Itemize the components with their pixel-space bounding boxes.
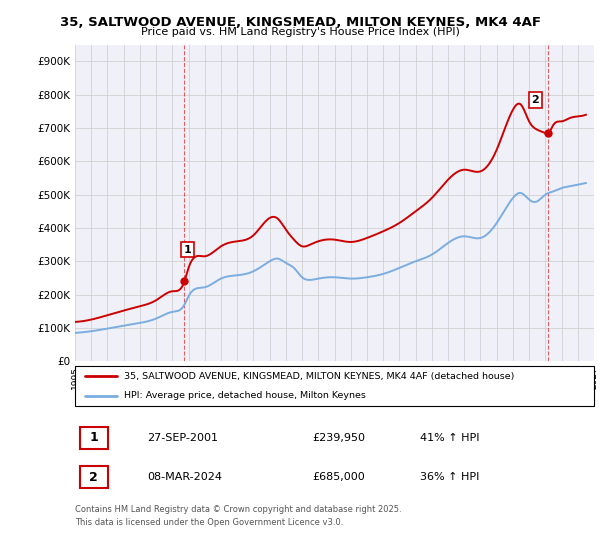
- Text: £685,000: £685,000: [312, 472, 365, 482]
- Text: Price paid vs. HM Land Registry's House Price Index (HPI): Price paid vs. HM Land Registry's House …: [140, 27, 460, 37]
- Text: 2: 2: [89, 470, 98, 484]
- FancyBboxPatch shape: [80, 427, 107, 449]
- Text: 36% ↑ HPI: 36% ↑ HPI: [420, 472, 479, 482]
- Text: 27-SEP-2001: 27-SEP-2001: [147, 433, 218, 443]
- Text: 41% ↑ HPI: 41% ↑ HPI: [420, 433, 479, 443]
- Text: 08-MAR-2024: 08-MAR-2024: [147, 472, 222, 482]
- Text: HPI: Average price, detached house, Milton Keynes: HPI: Average price, detached house, Milt…: [124, 391, 366, 400]
- Text: 2: 2: [532, 95, 539, 105]
- Text: Contains HM Land Registry data © Crown copyright and database right 2025.
This d: Contains HM Land Registry data © Crown c…: [75, 505, 401, 526]
- Text: 1: 1: [89, 431, 98, 445]
- FancyBboxPatch shape: [80, 466, 107, 488]
- Text: 35, SALTWOOD AVENUE, KINGSMEAD, MILTON KEYNES, MK4 4AF (detached house): 35, SALTWOOD AVENUE, KINGSMEAD, MILTON K…: [124, 372, 515, 381]
- Text: 1: 1: [184, 245, 191, 255]
- FancyBboxPatch shape: [75, 366, 594, 406]
- Text: 35, SALTWOOD AVENUE, KINGSMEAD, MILTON KEYNES, MK4 4AF: 35, SALTWOOD AVENUE, KINGSMEAD, MILTON K…: [59, 16, 541, 29]
- Text: £239,950: £239,950: [312, 433, 365, 443]
